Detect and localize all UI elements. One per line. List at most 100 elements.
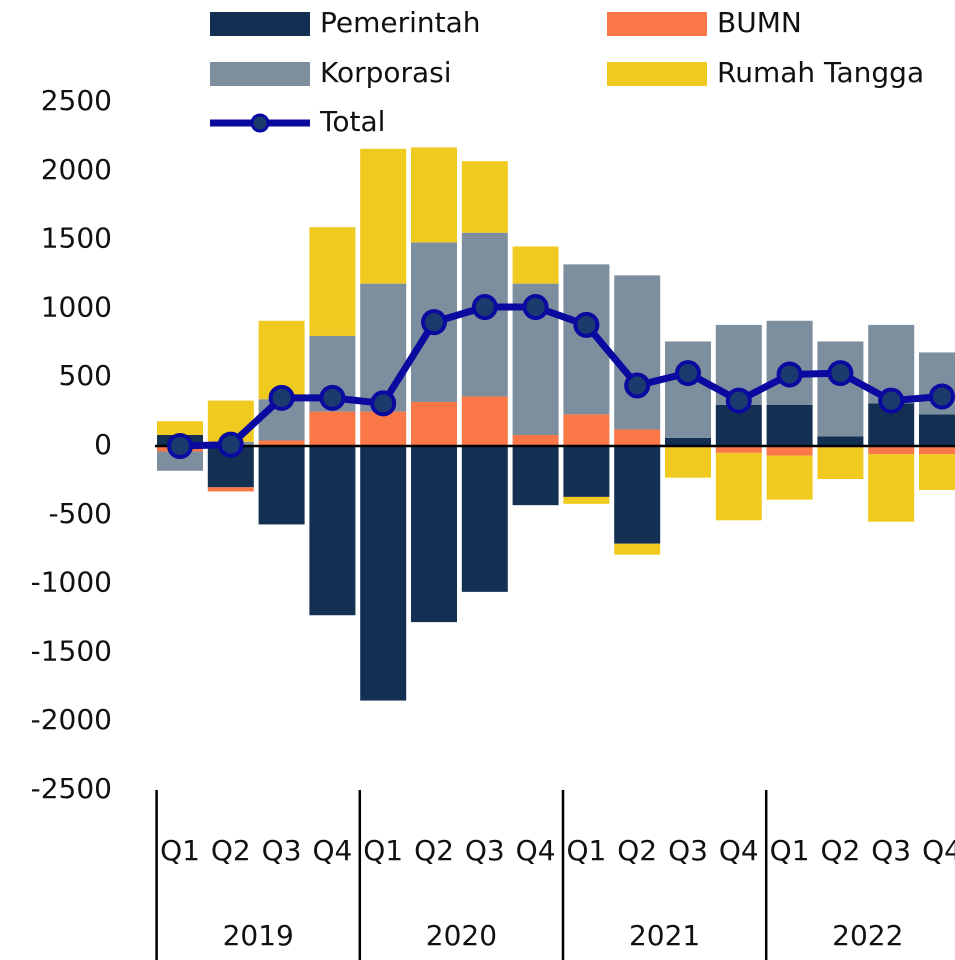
legend-swatch <box>210 62 310 86</box>
total-marker <box>929 383 955 410</box>
x-tick-label: Q1 <box>363 834 403 867</box>
y-tick-label: 1500 <box>41 222 112 255</box>
bar <box>919 446 955 455</box>
bar <box>614 275 661 430</box>
x-tick-label: Q1 <box>770 834 810 867</box>
bar <box>207 487 254 492</box>
legend-label: Total <box>319 105 385 138</box>
legend-label: BUMN <box>717 6 802 39</box>
bar <box>512 446 559 506</box>
bar <box>715 452 762 521</box>
bar <box>411 401 457 446</box>
legend-label: Pemerintah <box>320 6 481 39</box>
bar <box>360 283 407 412</box>
total-marker <box>624 372 651 399</box>
x-tick-label: Q4 <box>516 834 556 867</box>
bar <box>512 246 559 284</box>
x-tick-label: Q2 <box>820 834 860 867</box>
bar <box>258 446 305 525</box>
total-marker <box>776 361 803 388</box>
y-tick-label: -1500 <box>31 634 112 667</box>
y-tick-label: -500 <box>48 497 112 530</box>
bar <box>665 341 711 438</box>
bar <box>461 161 508 233</box>
x-tick-label: Q1 <box>566 834 606 867</box>
bar <box>868 454 915 522</box>
total-marker <box>319 384 346 411</box>
bar <box>614 543 661 555</box>
y-tick-label: -1000 <box>31 566 112 599</box>
bar <box>512 434 559 446</box>
y-tick-label: 500 <box>59 359 112 392</box>
total-marker <box>370 390 397 417</box>
bar <box>258 440 305 446</box>
group-label: 2019 <box>223 919 294 952</box>
bar <box>766 404 813 446</box>
legend-swatch <box>607 62 707 86</box>
x-tick-label: Q3 <box>668 834 708 867</box>
bar <box>461 446 508 592</box>
x-tick-label: Q2 <box>211 834 251 867</box>
total-marker <box>268 384 295 411</box>
bar <box>309 411 356 446</box>
total-marker <box>522 294 549 321</box>
total-marker <box>471 294 498 321</box>
bar <box>817 447 864 480</box>
x-tick-label: Q1 <box>160 834 200 867</box>
x-tick-label: Q4 <box>922 834 955 867</box>
total-marker <box>217 431 244 458</box>
y-tick-label: -2000 <box>31 703 112 736</box>
bar <box>563 496 610 504</box>
x-tick-label: Q3 <box>465 834 505 867</box>
legend-marker <box>250 113 270 133</box>
bar <box>817 341 864 437</box>
x-tick-label: Q3 <box>871 834 911 867</box>
y-tick-label: 2000 <box>41 153 112 186</box>
x-tick-label: Q4 <box>719 834 759 867</box>
y-tick-label: 1000 <box>41 290 112 323</box>
total-marker <box>725 387 752 414</box>
x-tick-label: Q2 <box>617 834 657 867</box>
bar <box>715 446 762 453</box>
bar <box>309 227 356 336</box>
bar <box>563 446 610 497</box>
bar <box>665 446 711 478</box>
bar <box>766 446 813 456</box>
y-tick-label: 0 <box>94 428 112 461</box>
y-tick-label: -2500 <box>31 772 112 805</box>
legend-label: Rumah Tangga <box>717 56 924 89</box>
bar <box>665 437 711 446</box>
bar <box>919 454 955 491</box>
x-tick-label: Q3 <box>262 834 302 867</box>
x-tick-label: Q2 <box>414 834 454 867</box>
group-label: 2020 <box>426 919 497 952</box>
bar <box>360 446 407 701</box>
bar <box>360 148 407 284</box>
legend-swatch <box>607 12 707 36</box>
bar <box>563 414 610 446</box>
y-tick-label: 2500 <box>41 84 112 117</box>
bar <box>817 436 864 446</box>
bar <box>157 421 203 435</box>
bar <box>614 446 661 544</box>
x-tick-label: Q4 <box>312 834 352 867</box>
bar <box>411 446 457 623</box>
total-marker <box>878 387 905 414</box>
bar <box>868 446 915 455</box>
legend-swatch <box>210 12 310 36</box>
total-marker <box>573 311 600 338</box>
group-label: 2021 <box>629 919 700 952</box>
bar <box>309 446 356 616</box>
bar <box>766 455 813 500</box>
bar <box>461 396 508 446</box>
total-marker <box>167 433 193 459</box>
bar <box>614 429 661 446</box>
total-marker <box>675 360 701 387</box>
group-label: 2022 <box>832 919 903 952</box>
bar <box>157 451 203 471</box>
bar <box>411 147 457 243</box>
total-marker <box>827 360 854 387</box>
legend-label: Korporasi <box>320 56 452 89</box>
total-marker <box>421 309 447 336</box>
